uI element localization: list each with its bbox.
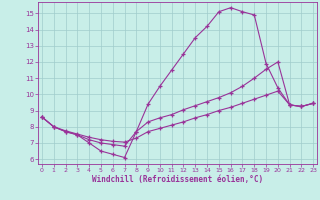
X-axis label: Windchill (Refroidissement éolien,°C): Windchill (Refroidissement éolien,°C) [92, 175, 263, 184]
